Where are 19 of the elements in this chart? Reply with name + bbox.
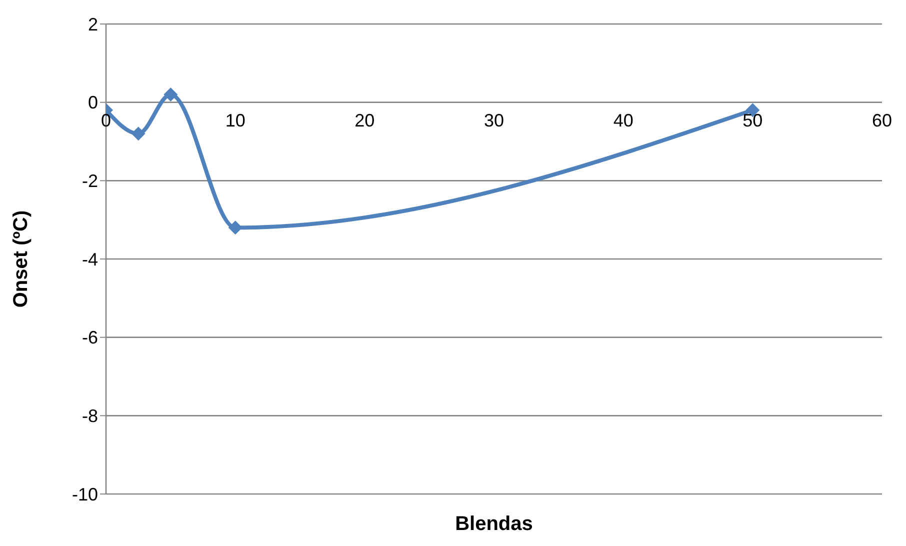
y-tick-label: -8 (82, 406, 98, 426)
x-tick-label: 30 (484, 110, 504, 130)
point (228, 220, 242, 235)
y-tick-label: -6 (82, 328, 98, 348)
y-tick-label: -10 (72, 484, 98, 504)
x-tick-label: 60 (872, 110, 892, 130)
x-tick-label: 20 (354, 110, 375, 130)
y-axis-title: Onset (ºC) (10, 210, 32, 308)
x-tick-label: 40 (613, 110, 634, 130)
y-tick-label: 0 (88, 92, 98, 113)
x-tick-label: 0 (100, 110, 112, 130)
y-tick-label: -2 (82, 171, 98, 192)
y-tick-label: 2 (88, 14, 98, 34)
point (164, 88, 178, 102)
x-axis-title: Blendas (455, 513, 533, 535)
x-tick-label: 10 (225, 110, 246, 130)
point (131, 126, 146, 141)
y-tick-label: -4 (82, 249, 98, 270)
x-tick-label: 50 (742, 110, 763, 130)
